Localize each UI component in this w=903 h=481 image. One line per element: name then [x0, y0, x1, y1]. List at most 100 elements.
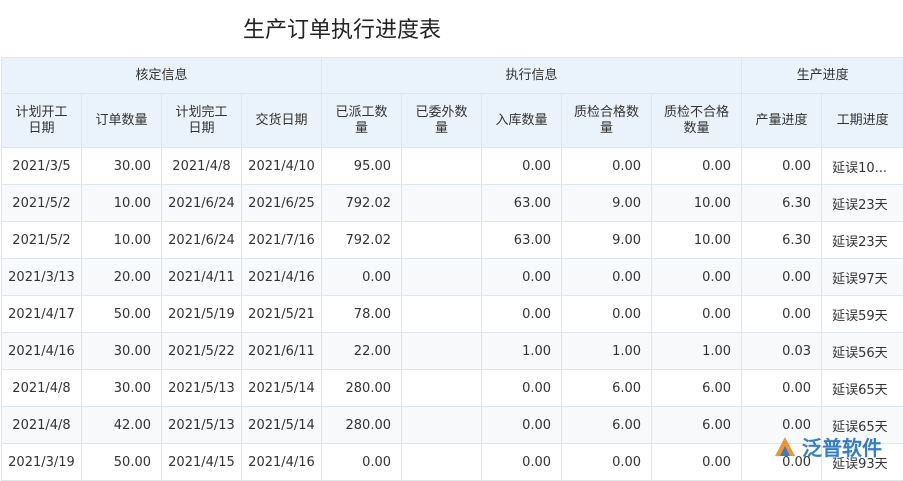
column-header: 计划完工日期: [162, 94, 242, 148]
table-cell: 2021/5/22: [162, 333, 242, 370]
table-cell: 2021/4/15: [162, 444, 242, 481]
table-header: 核定信息执行信息生产进度 计划开工日期订单数量计划完工日期交货日期已派工数量已委…: [2, 58, 903, 148]
empty-cell: [402, 222, 482, 259]
table-cell: 2021/5/14: [242, 370, 322, 407]
table-cell: 延误97天: [822, 259, 903, 296]
empty-cell: [402, 148, 482, 185]
column-header: 产量进度: [742, 94, 822, 148]
table-cell: 1.00: [482, 333, 562, 370]
table-cell: 1.00: [562, 333, 652, 370]
table-cell: 2021/4/11: [162, 259, 242, 296]
table-cell: 792.02: [322, 222, 402, 259]
table-cell: 9.00: [562, 185, 652, 222]
table-cell: 2021/3/13: [2, 259, 82, 296]
table-cell: 0.00: [482, 148, 562, 185]
table-cell: 0.00: [482, 407, 562, 444]
table-cell: 2021/4/8: [2, 370, 82, 407]
group-header: 执行信息: [322, 58, 742, 94]
table-cell: 0.00: [742, 148, 822, 185]
table-cell: 0.00: [562, 444, 652, 481]
empty-cell: [402, 370, 482, 407]
table-cell: 78.00: [322, 296, 402, 333]
table-cell: 1.00: [652, 333, 742, 370]
table-cell: 42.00: [82, 407, 162, 444]
table-cell: 0.00: [742, 259, 822, 296]
table-cell: 95.00: [322, 148, 402, 185]
table-cell: 延误23天: [822, 185, 903, 222]
column-header: 计划开工日期: [2, 94, 82, 148]
empty-cell: [402, 407, 482, 444]
table-cell: 0.00: [562, 259, 652, 296]
table-cell: 0.00: [742, 296, 822, 333]
table-cell: 0.03: [742, 333, 822, 370]
table-cell: 6.30: [742, 222, 822, 259]
table-cell: 2021/4/8: [162, 148, 242, 185]
column-header: 已委外数量: [402, 94, 482, 148]
table-cell: 2021/6/24: [162, 222, 242, 259]
table-cell: 10.00: [82, 185, 162, 222]
column-header: 交货日期: [242, 94, 322, 148]
table-cell: 30.00: [82, 148, 162, 185]
table-cell: 2021/5/13: [162, 407, 242, 444]
table-cell: 2021/5/21: [242, 296, 322, 333]
table-cell: 2021/6/25: [242, 185, 322, 222]
table-cell: 0.00: [322, 259, 402, 296]
table-cell: 2021/4/10: [242, 148, 322, 185]
table-cell: 2021/5/2: [2, 185, 82, 222]
empty-cell: [402, 185, 482, 222]
table-cell: 延误65天: [822, 370, 903, 407]
column-header: 订单数量: [82, 94, 162, 148]
group-header: 核定信息: [2, 58, 322, 94]
table-cell: 2021/4/8: [2, 407, 82, 444]
table-cell: 0.00: [652, 296, 742, 333]
table-cell: 30.00: [82, 370, 162, 407]
column-header: 质检合格数量: [562, 94, 652, 148]
table-cell: 6.00: [652, 370, 742, 407]
table-cell: 10.00: [652, 222, 742, 259]
table-cell: 50.00: [82, 296, 162, 333]
table-cell: 6.00: [652, 407, 742, 444]
table-cell: 6.00: [562, 370, 652, 407]
table-cell: 2021/6/11: [242, 333, 322, 370]
group-header: 生产进度: [742, 58, 903, 94]
table-cell: 延误59天: [822, 296, 903, 333]
table-cell: 2021/3/19: [2, 444, 82, 481]
table-cell: 2021/5/19: [162, 296, 242, 333]
column-header: 入库数量: [482, 94, 562, 148]
table-cell: 0.00: [482, 444, 562, 481]
table-cell: 2021/5/13: [162, 370, 242, 407]
table-cell: 280.00: [322, 407, 402, 444]
table-cell: 2021/4/16: [242, 444, 322, 481]
table-cell: 0.00: [562, 148, 652, 185]
table-cell: 10.00: [82, 222, 162, 259]
table-cell: 0.00: [322, 444, 402, 481]
table-cell: 0.00: [562, 296, 652, 333]
logo-text: 泛普软件: [802, 432, 882, 461]
table-cell: 延误10...: [822, 148, 903, 185]
table-cell: 20.00: [82, 259, 162, 296]
table-cell: 0.00: [742, 370, 822, 407]
table-cell: 2021/3/5: [2, 148, 82, 185]
table-cell: 280.00: [322, 370, 402, 407]
empty-cell: [402, 259, 482, 296]
column-header: 已派工数量: [322, 94, 402, 148]
table-cell: 30.00: [82, 333, 162, 370]
table-cell: 0.00: [652, 148, 742, 185]
table-cell: 延误56天: [822, 333, 903, 370]
empty-cell: [402, 444, 482, 481]
logo: 泛普软件: [772, 432, 882, 461]
empty-cell: [402, 333, 482, 370]
table-cell: 2021/4/16: [242, 259, 322, 296]
table-cell: 0.00: [652, 444, 742, 481]
column-header: 工期进度: [822, 94, 903, 148]
table-cell: 2021/6/24: [162, 185, 242, 222]
